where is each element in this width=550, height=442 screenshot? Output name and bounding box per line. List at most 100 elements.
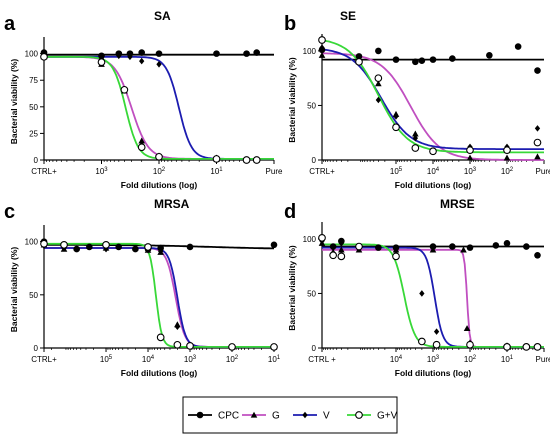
point-V bbox=[534, 125, 541, 132]
x-tick-label: Pure bbox=[266, 167, 283, 176]
x-tick-label: 103 bbox=[184, 355, 197, 364]
point-G+V bbox=[429, 147, 437, 156]
y-tick-label: 25 bbox=[29, 129, 38, 138]
point-G+V bbox=[466, 340, 474, 349]
point-G+V bbox=[466, 146, 474, 155]
panel-letter: d bbox=[284, 201, 296, 223]
point-V bbox=[174, 323, 181, 331]
y-tick-label: 0 bbox=[312, 344, 317, 353]
point-G bbox=[463, 325, 471, 332]
point-G+V bbox=[522, 343, 531, 351]
point-G bbox=[534, 153, 541, 160]
legend-marker-G+V bbox=[355, 411, 363, 419]
point-G+V bbox=[155, 152, 163, 161]
fit-curve-G+V bbox=[322, 243, 544, 348]
fit-curve-G+V bbox=[44, 55, 274, 160]
x-tick-label: CTRL + bbox=[308, 355, 336, 364]
x-tick-exponent: 5 bbox=[109, 355, 113, 361]
point-CPC bbox=[115, 243, 122, 251]
fit-curve-V bbox=[321, 48, 544, 150]
point-G+V bbox=[503, 343, 511, 351]
point-V bbox=[375, 96, 381, 104]
legend-marker-CPC bbox=[196, 411, 204, 419]
point-CPC bbox=[73, 245, 80, 253]
point-G+V bbox=[186, 342, 194, 350]
point-G bbox=[429, 246, 437, 253]
point-G bbox=[466, 154, 474, 161]
point-G bbox=[338, 246, 345, 253]
panel-b: b SE 0 50 100 CTRL+ 105 104 103 102 Pure Fold dilut… bbox=[284, 9, 550, 190]
point-G+V bbox=[228, 343, 236, 351]
y-tick-label: 100 bbox=[303, 235, 317, 244]
x-tick-label: 101 bbox=[501, 355, 514, 364]
panel-letter: a bbox=[4, 13, 16, 35]
legend-label: G bbox=[272, 411, 280, 422]
x-tick-exponent: 2 bbox=[510, 167, 514, 173]
point-CPC bbox=[375, 47, 382, 55]
point-CPC bbox=[492, 242, 500, 249]
legend-marker-G bbox=[250, 411, 258, 418]
point-V bbox=[139, 57, 145, 65]
y-tick-label: 0 bbox=[312, 156, 317, 165]
point-CPC bbox=[186, 243, 194, 251]
point-CPC bbox=[138, 49, 145, 56]
x-tick-exponent: 3 bbox=[193, 355, 197, 361]
point-CPC bbox=[86, 243, 93, 251]
x-tick-exponent: 4 bbox=[151, 355, 155, 361]
point-G+V bbox=[144, 243, 152, 251]
point-G+V bbox=[242, 156, 251, 164]
point-G bbox=[318, 51, 326, 58]
point-CPC bbox=[412, 58, 419, 66]
x-tick-label: CTRL+ bbox=[31, 355, 57, 364]
x-tick-label: 104 bbox=[142, 355, 155, 364]
legend-label: CPC bbox=[218, 411, 239, 422]
x-tick-exponent: 4 bbox=[399, 355, 403, 361]
point-V bbox=[116, 52, 122, 60]
point-CPC bbox=[213, 50, 220, 57]
point-G+V bbox=[97, 58, 106, 66]
point-G+V bbox=[102, 240, 110, 249]
x-tick-label: 103 bbox=[95, 167, 108, 176]
legend-label: V bbox=[323, 411, 330, 422]
x-tick-label: Pure bbox=[536, 167, 550, 176]
x-axis-title: Fold dilutions (log) bbox=[121, 368, 198, 378]
point-G+V bbox=[329, 251, 337, 260]
y-axis-title: Bacterial viability (%) bbox=[9, 247, 19, 333]
point-G bbox=[412, 130, 419, 137]
point-CPC bbox=[132, 245, 139, 253]
point-CPC bbox=[392, 56, 400, 63]
y-tick-label: 0 bbox=[34, 156, 39, 165]
legend-marker-V bbox=[302, 411, 308, 419]
point-V bbox=[156, 60, 162, 68]
point-CPC bbox=[514, 43, 522, 50]
point-CPC bbox=[449, 243, 456, 250]
fit-curve-G+V bbox=[44, 242, 274, 348]
x-tick-label: 103 bbox=[427, 355, 440, 364]
panel-title: MRSA bbox=[154, 197, 190, 211]
x-tick-label: CTRL+ bbox=[309, 167, 335, 176]
x-tick-label: 102 bbox=[226, 355, 239, 364]
point-V bbox=[127, 53, 133, 61]
x-tick-label: 105 bbox=[390, 167, 403, 176]
y-tick-label: 50 bbox=[307, 289, 316, 298]
x-tick-exponent: 3 bbox=[104, 167, 108, 173]
x-tick-exponent: 2 bbox=[162, 167, 166, 173]
x-tick-label: 103 bbox=[464, 167, 477, 176]
point-V bbox=[319, 44, 325, 51]
panel-c: c MRSA 0 50 100 CTRL+ 105 104 103 102 101 Fold dilu… bbox=[4, 197, 281, 378]
point-G+V bbox=[411, 144, 420, 152]
point-V bbox=[419, 290, 425, 297]
point-G+V bbox=[337, 252, 346, 261]
point-G+V bbox=[137, 143, 146, 152]
x-tick-label: 102 bbox=[464, 355, 477, 364]
fit-curve-V bbox=[322, 246, 544, 348]
panel-title: SA bbox=[154, 9, 171, 23]
y-axis-title: Bacterial viability (%) bbox=[9, 59, 19, 145]
x-tick-exponent: 3 bbox=[436, 355, 440, 361]
point-G bbox=[503, 154, 511, 161]
panel-a: a SA 0 25 50 75 100 CTRL+ 103 102 101 Pure Fold dilu… bbox=[4, 9, 283, 190]
point-G+V bbox=[156, 333, 165, 342]
panel-title: SE bbox=[340, 9, 356, 23]
point-G+V bbox=[40, 239, 48, 248]
